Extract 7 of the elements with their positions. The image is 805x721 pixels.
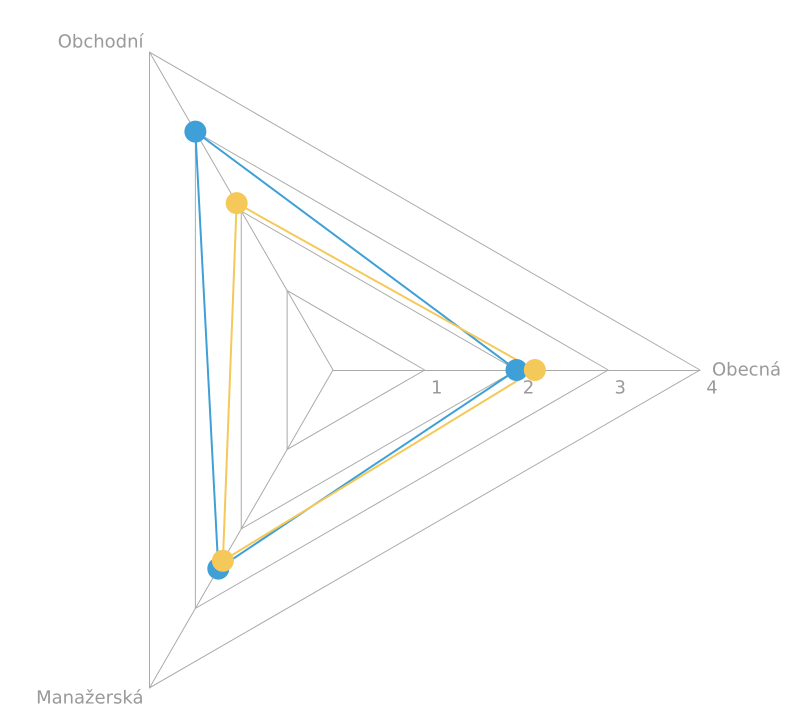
spoke-label: Obchodní	[58, 31, 144, 52]
y-tick-label: 2	[522, 378, 534, 398]
y-tick-label: 3	[614, 378, 626, 398]
y-tick-label: 1	[431, 378, 442, 398]
y-tick-label: 4	[706, 378, 718, 398]
spoke-label: Manažerská	[36, 688, 144, 709]
spoke-label: Obecná	[712, 360, 782, 380]
